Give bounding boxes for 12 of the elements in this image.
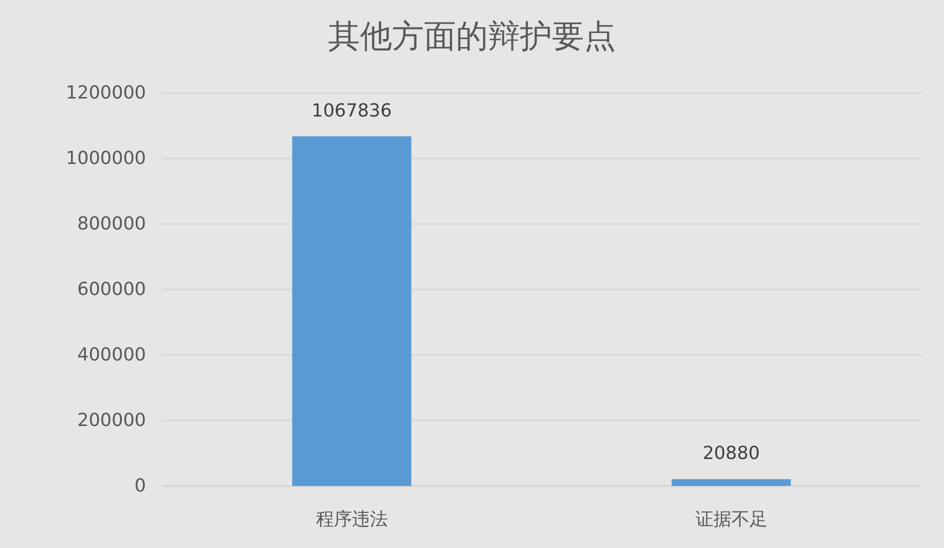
x-tick-label: 程序违法 bbox=[316, 509, 388, 530]
y-tick-label: 1200000 bbox=[66, 82, 146, 104]
y-tick-label: 400000 bbox=[77, 344, 146, 366]
y-tick-label: 1000000 bbox=[66, 148, 146, 169]
y-tick-label: 200000 bbox=[77, 410, 146, 431]
data-label: 1067836 bbox=[312, 100, 392, 122]
y-tick-label: 600000 bbox=[77, 279, 146, 300]
chart-title: 其他方面的辩护要点 bbox=[328, 17, 616, 55]
y-tick-label: 0 bbox=[134, 476, 146, 496]
x-tick-label: 证据不足 bbox=[695, 509, 768, 530]
y-tick-label: 800000 bbox=[77, 214, 146, 234]
data-label: 20880 bbox=[702, 443, 760, 464]
